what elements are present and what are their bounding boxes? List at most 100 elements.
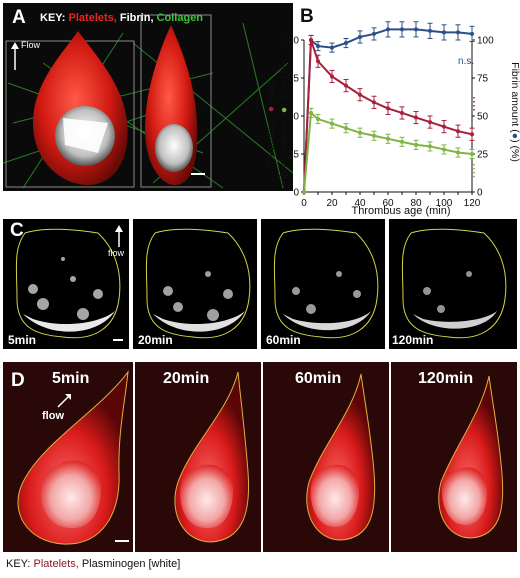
panel-b-letter: B bbox=[300, 6, 314, 27]
ylabel-left-line1: Thrombus (●) and bbox=[265, 82, 277, 166]
panel-c-frame-4 bbox=[389, 219, 517, 349]
data-point-2 bbox=[470, 152, 474, 156]
series-line-2 bbox=[303, 110, 473, 193]
data-point-1 bbox=[358, 92, 362, 97]
data-point-2 bbox=[428, 144, 432, 149]
panel-c-time-4: 120min bbox=[392, 333, 434, 347]
panel-d-letter: D bbox=[11, 370, 25, 391]
significance-mark bbox=[473, 108, 475, 111]
data-point-1 bbox=[330, 74, 334, 79]
significance-mark bbox=[473, 171, 475, 174]
data-point-0 bbox=[456, 30, 460, 35]
panel-c bbox=[3, 219, 517, 349]
ns-annotation: n.s. bbox=[458, 56, 474, 67]
significance-mark bbox=[473, 163, 475, 166]
y-tick-label-right: 100 bbox=[477, 36, 494, 47]
key-platelets: Platelets, bbox=[68, 12, 117, 24]
panel-d-time-1: 5min bbox=[52, 370, 90, 387]
series-line-1 bbox=[303, 39, 473, 193]
panel-a-render bbox=[3, 14, 293, 189]
data-point-0 bbox=[400, 27, 404, 32]
xlabel: Thrombus age (min) bbox=[351, 205, 450, 217]
x-tick-label: 80 bbox=[410, 198, 422, 209]
key-prefix: KEY: bbox=[40, 12, 66, 24]
data-point-2 bbox=[309, 110, 313, 115]
data-point-2 bbox=[302, 190, 306, 194]
flow-arrow-icon bbox=[10, 42, 20, 70]
x-tick-label: 60 bbox=[382, 198, 394, 209]
data-point-2 bbox=[372, 133, 376, 138]
panel-c-frame-3 bbox=[261, 219, 385, 349]
x-tick-label: 120 bbox=[464, 198, 481, 209]
x-tick-label: 100 bbox=[436, 198, 453, 209]
data-point-2 bbox=[442, 147, 446, 152]
data-point-2 bbox=[358, 130, 362, 135]
panel-c-frame-1 bbox=[3, 219, 129, 349]
data-point-1 bbox=[309, 38, 313, 42]
data-point-2 bbox=[400, 139, 404, 144]
x-tick-label: 20 bbox=[326, 198, 338, 209]
data-point-0 bbox=[330, 45, 334, 50]
y-tick-label-left: 50 bbox=[288, 112, 300, 123]
panel-c-time-1: 5min bbox=[8, 333, 37, 347]
panel-d-time-2: 20min bbox=[163, 370, 210, 387]
panel-d-time-4: 120min bbox=[418, 370, 474, 387]
significance-mark bbox=[473, 167, 475, 170]
key-collagen: Collagen bbox=[156, 12, 204, 24]
data-point-1 bbox=[316, 59, 320, 64]
data-point-0 bbox=[414, 27, 418, 32]
panel-d-key-platelets: Platelets, bbox=[33, 558, 79, 570]
x-tick-label: 0 bbox=[301, 198, 307, 209]
data-point-0 bbox=[386, 27, 390, 32]
data-point-1 bbox=[344, 83, 348, 88]
panel-c-time-3: 60min bbox=[266, 333, 301, 347]
panel-c-letter: C bbox=[10, 220, 24, 241]
y-tick-label-right: 75 bbox=[477, 74, 489, 85]
ylabel-right: Fibrin amount (●) (%) bbox=[509, 62, 520, 162]
data-point-0 bbox=[358, 34, 362, 39]
fibrin-network-marker-icon: ● bbox=[278, 107, 290, 113]
y-tick-label-right: 50 bbox=[477, 112, 489, 123]
data-point-1 bbox=[456, 129, 460, 134]
fibrin-amount-marker-icon: ● bbox=[509, 133, 520, 139]
data-point-2 bbox=[386, 136, 390, 141]
data-point-2 bbox=[414, 142, 418, 147]
data-point-1 bbox=[372, 100, 376, 105]
y-tick-label-right: 0 bbox=[477, 188, 483, 199]
data-point-0 bbox=[344, 41, 348, 46]
data-point-0 bbox=[442, 30, 446, 35]
data-point-1 bbox=[470, 132, 474, 137]
y-tick-label-left: 100 bbox=[282, 36, 299, 47]
significance-mark bbox=[473, 96, 475, 99]
data-point-0 bbox=[316, 44, 320, 49]
panel-a-flow-label: Flow bbox=[21, 40, 41, 50]
panel-a-image bbox=[3, 3, 293, 191]
series-line-0 bbox=[303, 28, 473, 193]
panel-a-letter: A bbox=[12, 7, 26, 28]
y-tick-label-left: 0 bbox=[293, 188, 299, 199]
data-point-2 bbox=[456, 150, 460, 155]
significance-mark bbox=[473, 175, 475, 178]
panel-c-time-2: 20min bbox=[138, 333, 173, 347]
panel-d-render bbox=[3, 362, 517, 552]
key-fibrin: Fibrin, bbox=[119, 12, 154, 24]
data-point-2 bbox=[330, 121, 334, 126]
panel-d bbox=[3, 362, 517, 552]
y-tick-label-left: 75 bbox=[288, 74, 300, 85]
panel-a-key: KEY: Platelets, Fibrin, Collagen bbox=[40, 12, 203, 24]
significance-mark bbox=[473, 104, 475, 107]
significance-mark bbox=[473, 100, 475, 103]
data-point-1 bbox=[414, 115, 418, 120]
data-point-0 bbox=[372, 31, 376, 36]
panel-c-flow-label: flow bbox=[108, 248, 125, 258]
panel-d-key-prefix: KEY: bbox=[6, 558, 31, 570]
panel-c-frame-2 bbox=[133, 219, 257, 349]
y-tick-label-left: 25 bbox=[288, 150, 300, 161]
data-point-1 bbox=[428, 120, 432, 125]
x-tick-label: 40 bbox=[354, 198, 366, 209]
ylabel-left-line2: Fibrin network (●) size (%) bbox=[278, 62, 290, 185]
data-point-0 bbox=[470, 31, 474, 36]
data-point-1 bbox=[400, 110, 404, 115]
thrombus-marker-icon: ● bbox=[265, 106, 277, 112]
